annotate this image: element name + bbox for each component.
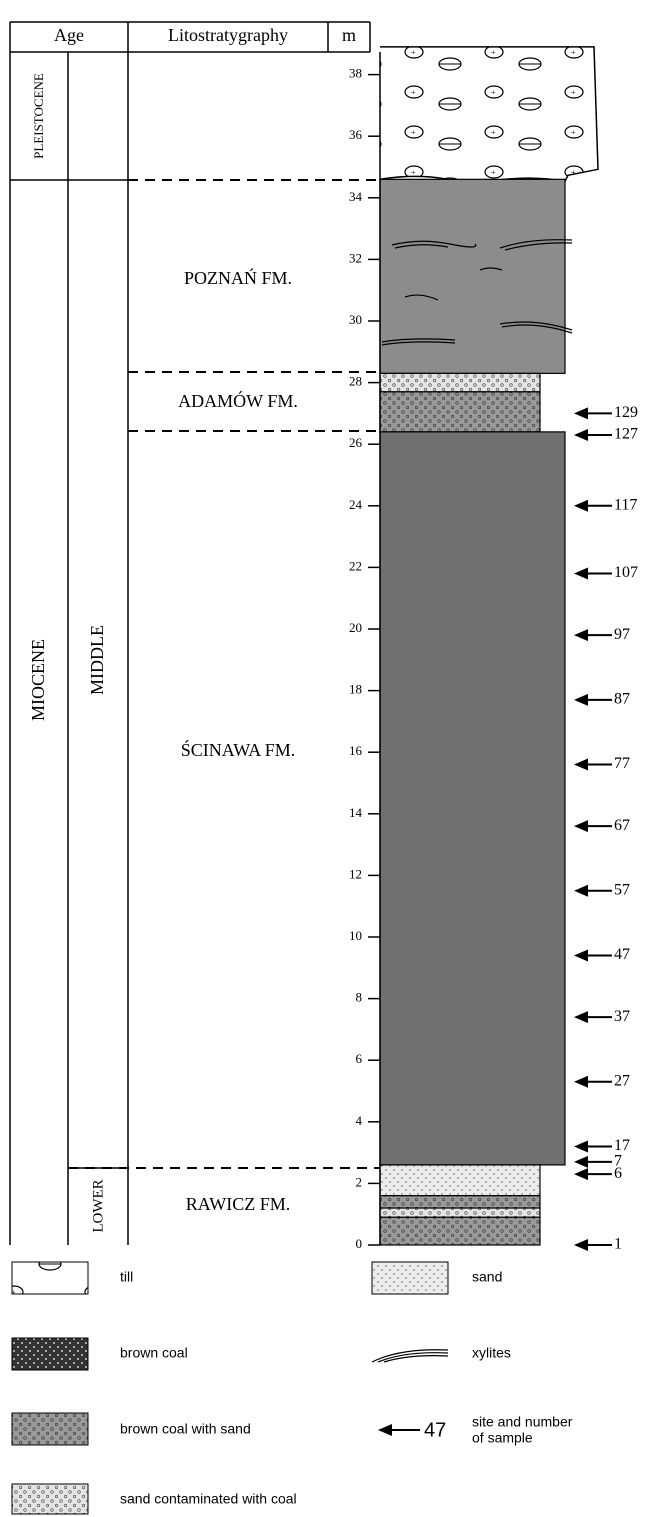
legend-icon — [12, 1484, 88, 1514]
legend-label: xylites — [472, 1345, 511, 1361]
header-lithostratigraphy: Litostratygraphy — [168, 25, 288, 45]
tick-label: 20 — [349, 620, 362, 635]
sample-arrowhead — [574, 885, 588, 897]
tick-label: 12 — [349, 866, 362, 881]
sample-label: 37 — [614, 1008, 630, 1025]
tick-label: 8 — [356, 990, 363, 1005]
sample-label: 77 — [614, 755, 630, 772]
sample-arrowhead — [574, 629, 588, 641]
layer — [380, 373, 540, 391]
formation-label: RAWICZ FM. — [186, 1194, 291, 1214]
sample-arrowhead — [574, 949, 588, 961]
sample-arrowhead — [574, 1140, 588, 1152]
tick-label: 30 — [349, 312, 362, 327]
sample-label: 117 — [614, 496, 637, 513]
sample-arrowhead — [574, 1076, 588, 1088]
sample-label: 67 — [614, 817, 630, 834]
layer — [380, 179, 565, 373]
layer — [380, 1196, 540, 1208]
tick-label: 24 — [349, 497, 363, 512]
tick-label: 0 — [356, 1236, 363, 1251]
legend-label: brown coal — [120, 1345, 188, 1361]
tick-label: 2 — [356, 1174, 363, 1189]
header-depth: m — [342, 25, 356, 45]
legend-icon — [12, 1262, 88, 1294]
sample-label: 129 — [614, 404, 638, 421]
legend-icon — [372, 1262, 448, 1294]
legend-icon — [12, 1413, 88, 1445]
sample-arrowhead — [574, 820, 588, 832]
stratigraphic-column: + Age Litostratygraphy m PLEISTOCENE MIO… — [0, 0, 650, 1517]
table-frame — [10, 22, 380, 1245]
sample-label: 57 — [614, 881, 630, 898]
sample-arrowhead — [574, 1168, 588, 1180]
tick-label: 22 — [349, 558, 362, 573]
sample-arrowhead — [574, 1011, 588, 1023]
legend-icon — [12, 1338, 88, 1370]
sample-arrowhead — [574, 694, 588, 706]
tick-label: 36 — [349, 127, 363, 142]
sample-label: 87 — [614, 691, 630, 708]
legend-label: of sample — [472, 1430, 533, 1446]
legend-label: till — [120, 1269, 133, 1285]
tick-label: 14 — [349, 805, 363, 820]
sample-label: 97 — [614, 626, 630, 643]
header-age: Age — [54, 25, 84, 45]
legend-label: sand contaminated with coal — [120, 1491, 297, 1507]
tick-label: 28 — [349, 374, 362, 389]
layer — [380, 1165, 540, 1196]
tick-label: 16 — [349, 743, 363, 758]
tick-label: 6 — [356, 1051, 363, 1066]
formation-label: ŚCINAWA FM. — [181, 739, 296, 760]
tick-label: 10 — [349, 928, 362, 943]
sample-arrowhead — [574, 759, 588, 771]
layer — [380, 432, 565, 1165]
subdivision-label: LOWER — [90, 1179, 106, 1232]
sample-arrowhead — [574, 429, 588, 441]
legend-label: sand — [472, 1269, 502, 1285]
legend-icon — [372, 1350, 448, 1362]
legend-label: site and number — [472, 1414, 573, 1430]
formation-label: ADAMÓW FM. — [178, 390, 298, 411]
legend-icons — [12, 1262, 448, 1514]
sample-label: 27 — [614, 1072, 630, 1089]
layer — [380, 1217, 540, 1245]
sample-arrowhead — [574, 1156, 588, 1168]
legend-label: brown coal with sand — [120, 1421, 251, 1437]
sample-arrowhead — [574, 407, 588, 419]
subdivision-label: MIDDLE — [87, 625, 107, 695]
sample-label: 127 — [614, 426, 638, 443]
layer — [380, 1208, 540, 1217]
tick-label: 26 — [349, 435, 363, 450]
tick-label: 18 — [349, 682, 362, 697]
layer — [380, 392, 540, 432]
sample-label: 1 — [614, 1236, 622, 1253]
layer — [380, 47, 598, 185]
sample-arrowhead — [574, 1239, 588, 1251]
epoch-label: MIOCENE — [28, 639, 48, 721]
epoch-label: PLEISTOCENE — [31, 73, 46, 159]
sample-label: 47 — [614, 946, 630, 963]
sample-arrowhead — [574, 568, 588, 580]
sample-arrowhead — [574, 500, 588, 512]
tick-label: 38 — [349, 66, 362, 81]
sample-label: 107 — [614, 564, 638, 581]
formation-label: POZNAŃ FM. — [184, 267, 292, 288]
tick-label: 4 — [356, 1113, 363, 1128]
tick-label: 32 — [349, 250, 362, 265]
legend-icon — [378, 1424, 420, 1436]
sample-label: 6 — [614, 1165, 622, 1182]
legend-sample-number: 47 — [424, 1419, 446, 1441]
tick-label: 34 — [349, 189, 363, 204]
